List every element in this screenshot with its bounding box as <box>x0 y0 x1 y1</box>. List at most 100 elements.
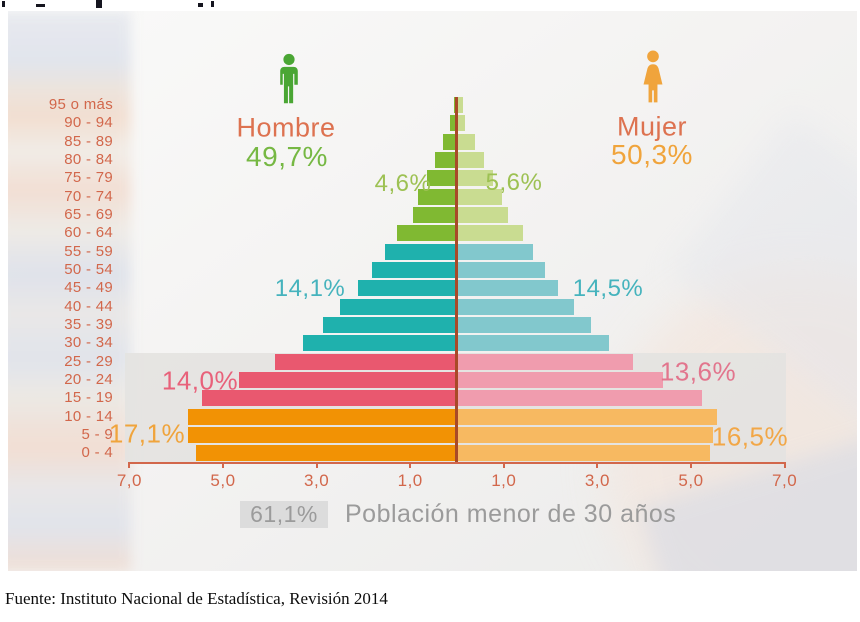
x-axis-tick-mark <box>315 462 318 468</box>
x-axis-tick-mark <box>128 462 131 468</box>
pyramid-bar-female <box>457 445 710 461</box>
age-group-label: 10 - 14 <box>64 408 113 425</box>
x-axis-tick-label: 5,0 <box>678 471 704 490</box>
x-axis-tick-mark <box>409 462 412 468</box>
x-axis-line <box>128 462 786 464</box>
female-label: Mujer <box>616 111 688 142</box>
age-group-label: 90 - 94 <box>64 114 113 131</box>
pyramid-bar-female <box>457 262 545 278</box>
pyramid-bar-male <box>302 335 457 351</box>
teal-section-pct-female: 14,5% <box>572 275 644 302</box>
teal-section-pct-male: 14,1% <box>274 275 346 302</box>
pyramid-bar-female <box>457 115 466 131</box>
age-group-label: 5 - 9 <box>81 426 113 443</box>
age-group-label: 70 - 74 <box>64 188 113 205</box>
pyramid-bar-female <box>457 189 502 205</box>
x-axis-tick-label: 1,0 <box>397 471 423 490</box>
pyramid-bar-male <box>322 317 457 333</box>
age-group-label: 65 - 69 <box>64 206 113 223</box>
pyramid-bar-male <box>340 299 457 315</box>
pyramid-bar-female <box>457 427 714 443</box>
age-group-label: 20 - 24 <box>64 371 113 388</box>
pyramid-bar-female <box>457 390 702 406</box>
pyramid-bar-male <box>187 427 457 443</box>
age-group-label: 25 - 29 <box>64 353 113 370</box>
pyramid-bar-male <box>412 207 457 223</box>
x-axis-tick-label: 3,0 <box>584 471 610 490</box>
pyramid-bar-male <box>418 189 457 205</box>
pyramid-bar-female <box>457 207 508 223</box>
pyramid-bar-male <box>397 225 457 241</box>
age-group-label: 80 - 84 <box>64 151 113 168</box>
x-axis-tick-mark <box>222 462 224 468</box>
pyramid-bar-female <box>457 134 475 150</box>
clipped-text-fragment <box>96 0 102 8</box>
age-group-label: 45 - 49 <box>64 279 113 296</box>
male-person-icon <box>280 53 298 104</box>
x-axis-tick-mark <box>596 462 599 468</box>
pyramid-bar-female <box>457 152 484 168</box>
pyramid-bar-male <box>201 390 457 406</box>
age-group-label: 15 - 19 <box>64 389 113 406</box>
x-axis-tick-mark <box>690 462 692 468</box>
pyramid-bar-male <box>427 170 457 186</box>
pyramid-bar-female <box>457 317 591 333</box>
pyramid-bar-female <box>457 372 664 388</box>
x-axis-tick-label: 5,0 <box>210 471 236 490</box>
age-group-label: 40 - 44 <box>64 298 113 315</box>
pyramid-bar-male <box>372 262 457 278</box>
clipped-text-fragment <box>211 1 214 7</box>
age-group-label: 55 - 59 <box>64 243 113 260</box>
male-label: Hombre <box>236 112 336 143</box>
orange-section-pct-male: 17,1% <box>108 418 186 449</box>
source-text: Fuente: Instituto Nacional de Estadístic… <box>5 589 388 608</box>
age-group-label: 30 - 34 <box>64 334 113 351</box>
chart-panel: 95 o más 90 - 94 85 - 89 80 - 84 75 - 79 70 -… <box>8 11 857 571</box>
pyramid-bar-male <box>275 354 457 370</box>
x-axis-tick-label: 7,0 <box>772 471 798 490</box>
pyramid-bar-female <box>457 280 558 296</box>
green-section-pct-female: 5,6% <box>485 169 543 196</box>
age-group-label: 0 - 4 <box>81 444 113 461</box>
pyramid-bar-male <box>385 244 457 260</box>
clipped-text-fragment <box>198 3 203 7</box>
x-axis-tick-label: 1,0 <box>491 471 517 490</box>
pyramid-bar-female <box>457 335 610 351</box>
green-section-pct-male: 4,6% <box>374 170 432 197</box>
age-group-label: 50 - 54 <box>64 261 113 278</box>
female-total-pct: 50,3% <box>611 139 693 170</box>
clipped-text-fragment <box>36 4 45 7</box>
pyramid-bar-female <box>457 225 523 241</box>
age-group-label: 60 - 64 <box>64 224 113 241</box>
pyramid-bar-male <box>442 134 457 150</box>
pyramid-bar-male <box>195 445 457 461</box>
pyramid-bar-male <box>239 372 457 388</box>
age-group-label: 95 o más <box>48 96 113 113</box>
orange-section-pct-female: 16,5% <box>711 421 789 452</box>
male-total-pct: 49,7% <box>246 141 328 172</box>
pyramid-bar-female <box>457 354 633 370</box>
pyramid-center-axis <box>455 97 458 463</box>
pink-section-pct-male: 14,0% <box>161 365 239 396</box>
x-axis-tick-mark <box>502 462 505 468</box>
pyramid-bar-male <box>187 409 457 425</box>
age-group-label: 85 - 89 <box>64 133 113 150</box>
pink-section-pct-female: 13,6% <box>659 356 737 387</box>
under30-caption: Población menor de 30 años <box>345 500 677 528</box>
female-person-icon <box>643 50 663 103</box>
pyramid-bar-female <box>457 299 574 315</box>
pyramid-bar-female <box>457 409 717 425</box>
pyramid-bar-male <box>435 152 457 168</box>
pyramid-bar-male <box>449 115 457 131</box>
x-axis-tick-label: 3,0 <box>304 471 330 490</box>
pyramid-bar-female <box>457 97 463 113</box>
age-group-label: 35 - 39 <box>64 316 113 333</box>
x-axis-tick-label: 7,0 <box>116 471 142 490</box>
under30-value-badge: 61,1% <box>240 501 328 528</box>
pyramid-bar-male <box>357 280 457 296</box>
pyramid-bar-female <box>457 170 493 186</box>
clipped-text-fragment <box>2 1 5 7</box>
pyramid-bar-female <box>457 244 534 260</box>
age-group-label: 75 - 79 <box>64 169 113 186</box>
